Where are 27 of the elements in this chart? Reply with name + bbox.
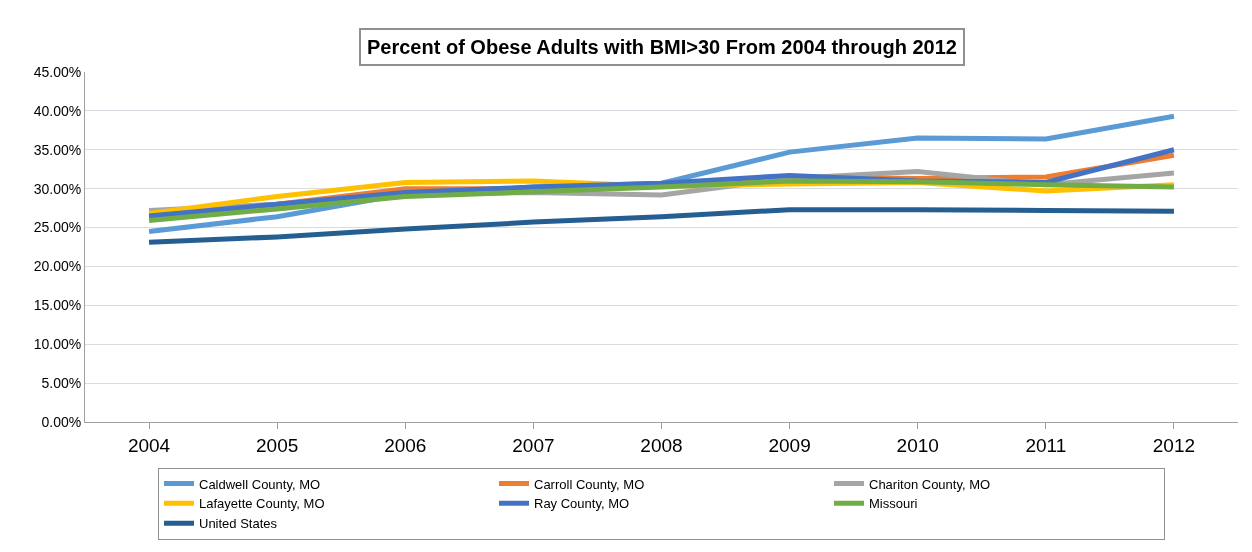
y-tick-label: 20.00%	[33, 258, 82, 275]
x-tick-label: 2009	[768, 434, 811, 456]
x-tick-label: 2008	[640, 434, 683, 456]
x-tick-label: 2006	[384, 434, 427, 456]
x-tick-label: 2007	[512, 434, 555, 456]
y-tick-label: 5.00%	[41, 375, 82, 392]
x-tick-label: 2011	[1025, 434, 1067, 456]
y-tick-label: 45.00%	[33, 63, 82, 80]
legend-label: United States	[199, 516, 278, 532]
y-tick-label: 15.00%	[33, 297, 82, 314]
legend-label: Chariton County, MO	[869, 476, 991, 492]
x-tick-label: 2005	[256, 434, 299, 456]
chart-title: Percent of Obese Adults with BMI>30 From 2004 through 2012	[367, 36, 957, 58]
legend-label: Caldwell County, MO	[199, 476, 321, 492]
y-tick-label: 30.00%	[33, 180, 82, 197]
legend-label: Carroll County, MO	[534, 476, 645, 492]
y-tick-label: 35.00%	[33, 141, 82, 158]
y-tick-label: 10.00%	[33, 336, 82, 353]
x-tick-label: 2010	[896, 434, 939, 456]
legend-label: Missouri	[869, 496, 918, 512]
y-tick-label: 0.00%	[41, 413, 82, 430]
legend-label: Ray County, MO	[534, 496, 630, 512]
x-tick-label: 2012	[1152, 434, 1196, 456]
legend-label: Lafayette County, MO	[199, 496, 325, 512]
y-tick-label: 40.00%	[33, 102, 82, 119]
x-tick-label: 2004	[127, 434, 171, 456]
y-tick-label: 25.00%	[33, 219, 82, 236]
